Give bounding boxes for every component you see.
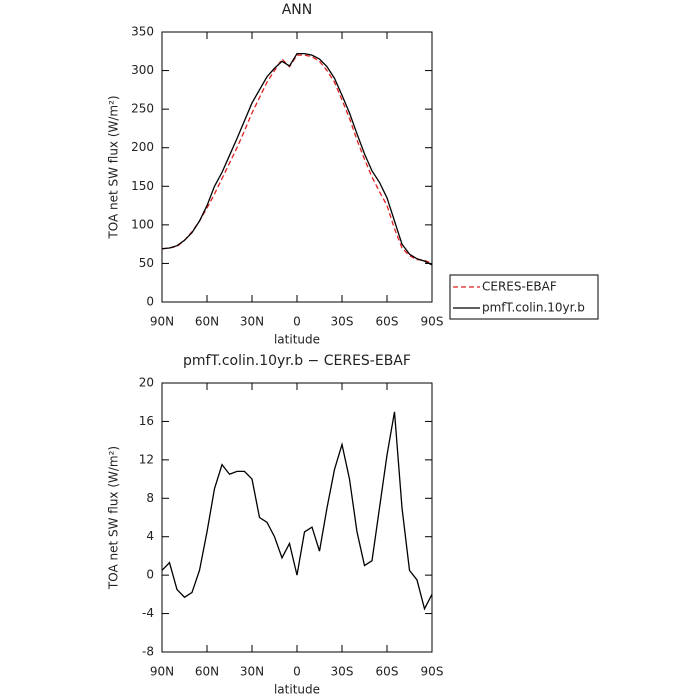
chart-title: ANN — [282, 2, 313, 18]
y-tick-label: 16 — [139, 414, 154, 428]
y-axis-label: TOA net SW flux (W/m²) — [107, 446, 121, 590]
x-tick-label: 30S — [331, 315, 354, 329]
x-tick-label: 60S — [376, 315, 399, 329]
y-tick-label: -4 — [142, 606, 154, 620]
y-tick-label: 200 — [131, 140, 154, 154]
x-tick-label: 90N — [150, 315, 174, 329]
y-tick-label: -8 — [142, 645, 154, 659]
y-tick-label: 250 — [131, 102, 154, 116]
y-tick-label: 4 — [146, 529, 154, 543]
x-tick-label: 30S — [331, 665, 354, 679]
x-tick-label: 30N — [240, 665, 264, 679]
y-tick-label: 150 — [131, 179, 154, 193]
x-tick-label: 0 — [293, 665, 301, 679]
x-tick-label: 90N — [150, 665, 174, 679]
chart-title: pmfT.colin.10yr.b − CERES-EBAF — [183, 353, 411, 369]
y-tick-label: 20 — [139, 376, 154, 390]
y-tick-label: 12 — [139, 452, 154, 466]
y-tick-label: 8 — [146, 491, 154, 505]
x-tick-label: 0 — [293, 315, 301, 329]
x-tick-label: 60S — [376, 665, 399, 679]
x-axis-label: latitude — [274, 683, 320, 697]
y-tick-label: 50 — [139, 256, 154, 270]
x-tick-label: 30N — [240, 315, 264, 329]
y-tick-label: 350 — [131, 25, 154, 39]
x-tick-label: 90S — [421, 665, 444, 679]
x-tick-label: 60N — [195, 665, 219, 679]
data-line — [161, 54, 433, 265]
y-tick-label: 0 — [146, 568, 154, 582]
x-axis-label: latitude — [274, 333, 320, 347]
y-tick-label: 0 — [146, 295, 154, 309]
plot-frame — [161, 31, 433, 303]
legend-label: pmfT.colin.10yr.b — [482, 301, 585, 315]
plot-frame — [161, 382, 433, 653]
x-tick-label: 60N — [195, 315, 219, 329]
legend-box — [449, 274, 599, 320]
y-tick-label: 300 — [131, 63, 154, 77]
data-line — [161, 52, 433, 266]
legend-label: CERES-EBAF — [482, 280, 557, 294]
x-tick-label: 90S — [421, 315, 444, 329]
data-line — [161, 411, 433, 611]
y-tick-label: 100 — [131, 217, 154, 231]
y-axis-label: TOA net SW flux (W/m²) — [107, 95, 121, 239]
